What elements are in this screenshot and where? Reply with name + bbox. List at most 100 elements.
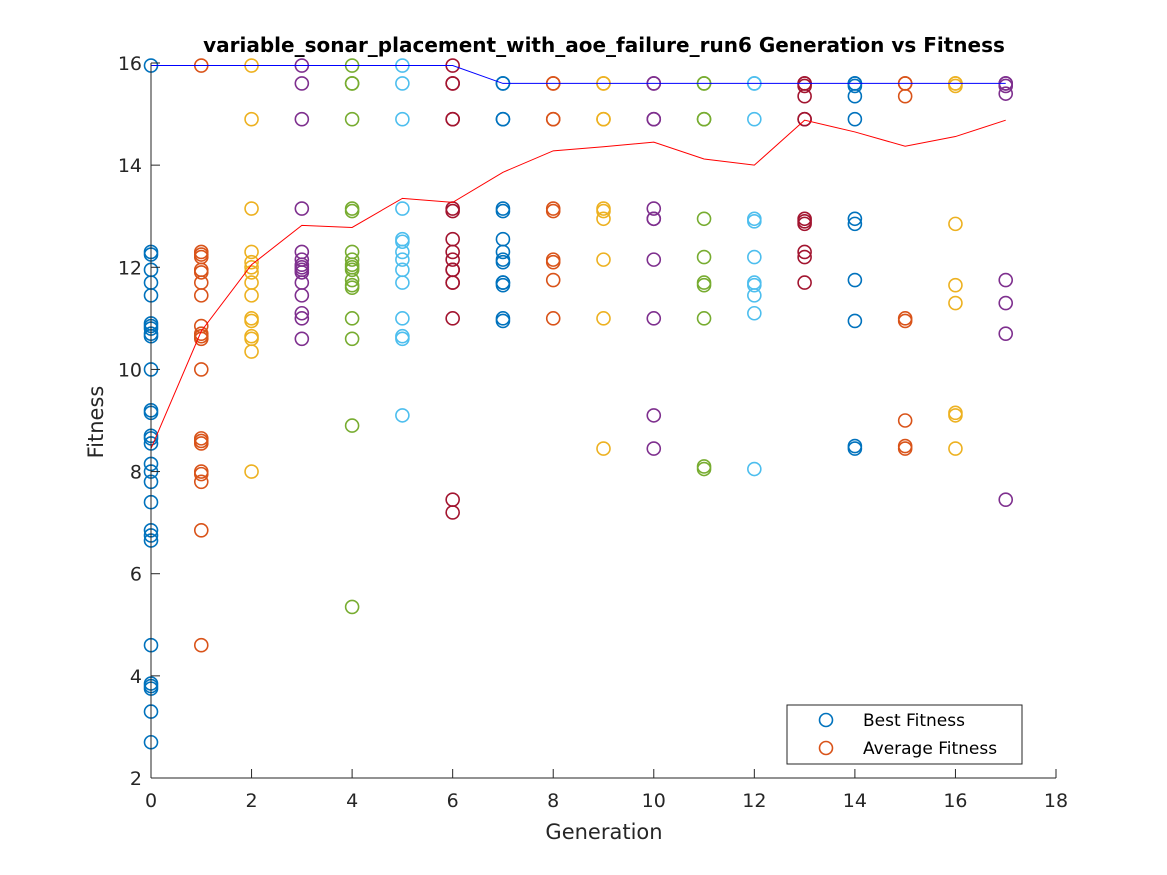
- population-point: [847, 111, 863, 127]
- legend-label-average-fitness: Average Fitness: [863, 739, 997, 759]
- x-tick-label: 18: [1044, 790, 1068, 812]
- population-point: [244, 254, 259, 270]
- population-point: [193, 288, 209, 303]
- population-point: [294, 201, 310, 216]
- population-point: [445, 275, 460, 290]
- population-point: [244, 201, 259, 216]
- population-point: [545, 111, 561, 127]
- y-axis-label: Fitness: [84, 386, 108, 459]
- population-point: [596, 111, 611, 127]
- population-point: [998, 86, 1014, 101]
- population-point: [294, 275, 310, 290]
- population-point: [495, 203, 511, 219]
- population-point: [395, 408, 410, 423]
- population-point: [244, 265, 259, 280]
- population-point: [193, 523, 209, 538]
- population-point: [244, 344, 259, 359]
- population-point: [344, 280, 360, 296]
- population-point: [244, 259, 259, 275]
- population-point: [897, 88, 913, 104]
- population-point: [445, 111, 460, 127]
- population-point: [696, 277, 712, 293]
- population-point: [294, 244, 310, 260]
- population-point: [193, 474, 209, 490]
- population-point: [948, 216, 963, 232]
- population-point: [344, 262, 360, 278]
- population-point: [545, 254, 561, 270]
- population-point: [646, 408, 662, 423]
- population-point: [445, 244, 460, 260]
- population-point: [395, 252, 410, 267]
- population-point: [445, 311, 460, 326]
- population-point: [445, 203, 460, 219]
- population-point: [596, 252, 611, 267]
- population-point: [445, 262, 460, 278]
- population-point: [495, 254, 511, 270]
- population-point: [395, 76, 410, 91]
- population-point: [395, 234, 410, 250]
- population-point: [344, 418, 360, 433]
- population-point: [545, 203, 561, 219]
- population-point: [998, 492, 1014, 507]
- population-point: [646, 311, 662, 326]
- population-point: [193, 436, 209, 451]
- population-point: [193, 265, 209, 280]
- population-point: [696, 211, 712, 227]
- population-point: [696, 111, 712, 127]
- population-point: [193, 637, 209, 653]
- population-point: [948, 295, 963, 311]
- population-point: [395, 275, 410, 290]
- population-point: [193, 466, 209, 482]
- population-point: [847, 78, 863, 94]
- population-point: [897, 413, 913, 428]
- plot-area: [143, 58, 1014, 750]
- population-point: [747, 214, 762, 229]
- chart-title: variable_sonar_placement_with_aoe_failur…: [203, 33, 1005, 57]
- population-point: [747, 288, 762, 303]
- y-tick-label: 4: [130, 666, 142, 688]
- population-point: [948, 78, 963, 94]
- x-tick-label: 6: [447, 790, 459, 812]
- y-tick-label: 16: [118, 53, 142, 75]
- x-tick-label: 12: [742, 790, 766, 812]
- population-point: [797, 244, 812, 260]
- population-point: [797, 88, 812, 104]
- population-point: [244, 313, 259, 329]
- y-tick-label: 6: [130, 564, 142, 586]
- population-point: [395, 262, 410, 278]
- population-point: [998, 78, 1014, 94]
- population-point: [294, 311, 310, 326]
- population-point: [495, 277, 511, 293]
- legend-label-best-fitness: Best Fitness: [863, 711, 965, 731]
- population-point: [998, 295, 1014, 311]
- population-point: [395, 331, 410, 347]
- population-point: [495, 313, 511, 329]
- population-point: [797, 78, 812, 94]
- population-point: [747, 277, 762, 293]
- population-point: [344, 272, 360, 288]
- population-point: [294, 76, 310, 91]
- population-point: [797, 216, 812, 232]
- population-point: [747, 461, 762, 477]
- population-point: [445, 492, 460, 507]
- y-tick-label: 12: [118, 257, 142, 279]
- population-point: [847, 313, 863, 329]
- population-point: [847, 441, 863, 456]
- population-point: [445, 505, 460, 520]
- legend: Best Fitness Average Fitness: [786, 704, 1023, 765]
- population-point: [797, 249, 812, 265]
- population-point: [948, 277, 963, 293]
- population-point: [847, 272, 863, 288]
- population-point: [244, 275, 259, 290]
- population-point: [344, 599, 360, 615]
- population-point: [395, 111, 410, 127]
- population-point: [344, 331, 360, 347]
- population-point: [747, 249, 762, 265]
- population-point: [294, 331, 310, 347]
- population-point: [445, 76, 460, 91]
- population-point: [344, 311, 360, 326]
- x-tick-label: 0: [145, 790, 157, 812]
- x-tick-label: 4: [346, 790, 358, 812]
- population-point: [797, 275, 812, 290]
